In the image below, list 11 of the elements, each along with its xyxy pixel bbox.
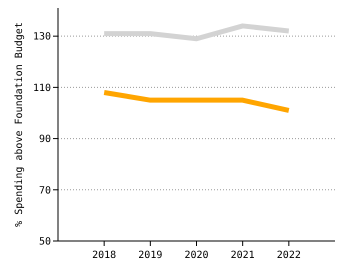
y-tick-label: 70 xyxy=(38,185,51,196)
x-tick-label: 2020 xyxy=(184,250,209,261)
x-tick-label: 2021 xyxy=(230,250,255,261)
y-tick-label: 90 xyxy=(38,134,51,146)
x-tick-label: 2019 xyxy=(138,250,162,261)
x-tick-label: 2022 xyxy=(276,250,301,261)
y-tick-label: 50 xyxy=(38,236,51,248)
x-tick-label: 2018 xyxy=(92,250,116,261)
y-tick-label: 130 xyxy=(32,32,51,43)
y-axis-title: % Spending above Foundation Budget xyxy=(14,22,25,227)
y-tick-label: 110 xyxy=(32,82,51,94)
